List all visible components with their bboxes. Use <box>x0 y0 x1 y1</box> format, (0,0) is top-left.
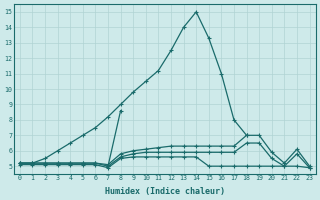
X-axis label: Humidex (Indice chaleur): Humidex (Indice chaleur) <box>105 187 225 196</box>
